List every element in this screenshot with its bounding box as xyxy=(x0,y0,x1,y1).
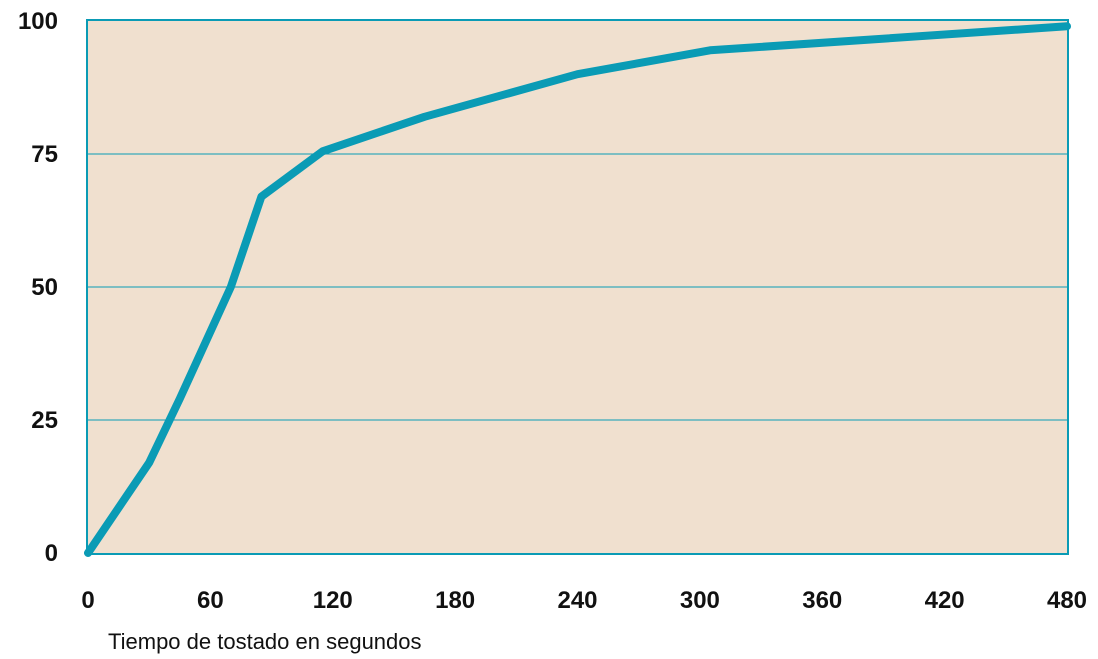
y-tick-label: 75 xyxy=(31,141,58,168)
y-tick-label: 100 xyxy=(18,8,58,35)
y-tick-label: 0 xyxy=(45,540,58,567)
x-tick-label: 420 xyxy=(925,587,965,614)
x-axis-title: Tiempo de tostado en segundos xyxy=(108,629,422,654)
x-tick-label: 60 xyxy=(197,587,224,614)
grid-lines xyxy=(88,153,1067,421)
x-tick-label: 360 xyxy=(802,587,842,614)
x-tick-label: 120 xyxy=(313,587,353,614)
y-tick-label: 25 xyxy=(31,407,58,434)
x-tick-label: 240 xyxy=(557,587,597,614)
x-axis-ticks: 0 60 120 180 240 300 360 420 480 xyxy=(81,587,1087,614)
y-axis-ticks: 0 25 50 75 100 xyxy=(18,8,58,567)
x-tick-label: 480 xyxy=(1047,587,1087,614)
y-tick-label: 50 xyxy=(31,274,58,301)
x-tick-label: 0 xyxy=(81,587,94,614)
x-tick-label: 300 xyxy=(680,587,720,614)
series-line xyxy=(84,22,1071,557)
x-tick-label: 180 xyxy=(435,587,475,614)
